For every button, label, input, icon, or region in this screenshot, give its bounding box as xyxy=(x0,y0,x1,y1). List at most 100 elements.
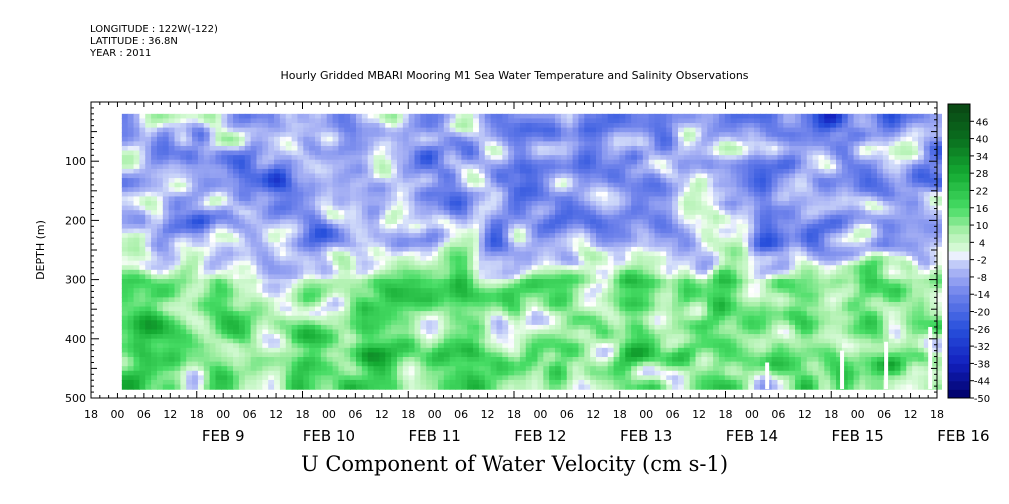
field-cell xyxy=(268,191,275,198)
field-cell xyxy=(508,375,515,381)
field-cell xyxy=(344,292,351,298)
field-cell xyxy=(309,246,316,253)
field-cell xyxy=(578,210,585,216)
field-cell xyxy=(174,256,181,262)
field-cell xyxy=(174,155,181,161)
field-cell xyxy=(203,201,211,207)
field-cell xyxy=(303,320,310,326)
field-cell xyxy=(525,256,533,262)
field-cell xyxy=(192,283,199,289)
field-cell xyxy=(461,182,468,188)
field-cell xyxy=(291,246,299,253)
field-cell xyxy=(315,265,322,271)
field-cell xyxy=(490,256,498,262)
field-cell xyxy=(291,297,299,303)
field-cell xyxy=(203,274,211,280)
field-cell xyxy=(344,320,351,326)
field-cell xyxy=(227,347,234,354)
field-cell xyxy=(537,242,544,248)
field-cell xyxy=(373,164,381,170)
field-cell xyxy=(297,306,304,312)
field-cell xyxy=(578,113,585,120)
field-cell xyxy=(174,343,181,349)
field-cell xyxy=(192,223,199,230)
field-cell xyxy=(285,329,293,335)
field-cell xyxy=(285,352,293,358)
field-cell xyxy=(209,283,217,289)
field-cell xyxy=(291,375,299,381)
field-cell xyxy=(443,210,451,216)
field-cell xyxy=(361,223,369,230)
field-cell xyxy=(396,173,404,179)
field-cell xyxy=(402,242,410,248)
field-cell xyxy=(502,343,509,349)
field-cell xyxy=(473,334,480,340)
field-cell xyxy=(133,306,140,312)
field-cell xyxy=(227,173,234,179)
field-cell xyxy=(233,118,240,124)
field-cell xyxy=(391,306,398,312)
field-cell xyxy=(338,279,345,285)
field-cell xyxy=(473,214,480,220)
field-cell xyxy=(590,233,597,239)
field-cell xyxy=(233,352,240,358)
field-cell xyxy=(590,283,597,289)
field-cell xyxy=(601,164,609,170)
field-cell xyxy=(455,201,462,207)
field-cell xyxy=(156,205,164,211)
field-cell xyxy=(531,320,539,326)
field-cell xyxy=(385,113,392,120)
field-cell xyxy=(356,187,363,193)
field-cell xyxy=(262,205,269,211)
field-cell xyxy=(291,329,299,335)
field-cell xyxy=(519,306,527,312)
field-cell xyxy=(420,242,427,248)
field-cell xyxy=(332,123,340,129)
field-cell xyxy=(455,352,462,358)
field-cell xyxy=(601,237,609,243)
field-cell xyxy=(186,246,193,253)
field-cell xyxy=(344,357,351,363)
field-cell xyxy=(174,168,181,175)
field-cell xyxy=(408,347,416,354)
field-cell xyxy=(590,375,597,381)
field-cell xyxy=(449,384,457,390)
field-cell xyxy=(420,315,427,321)
field-cell xyxy=(391,214,398,220)
field-cell xyxy=(361,205,369,211)
field-cell xyxy=(121,123,129,129)
field-cell xyxy=(461,136,468,142)
field-cell xyxy=(133,251,140,257)
field-cell xyxy=(514,155,521,161)
field-cell xyxy=(437,320,445,326)
field-cell xyxy=(238,370,246,376)
field-cell xyxy=(572,173,580,179)
field-cell xyxy=(338,384,345,390)
field-cell xyxy=(274,265,281,271)
field-cell xyxy=(408,301,416,308)
field-cell xyxy=(467,292,474,298)
field-cell xyxy=(156,127,164,133)
field-cell xyxy=(396,297,404,303)
field-cell xyxy=(315,315,322,321)
field-cell xyxy=(461,178,468,184)
field-cell xyxy=(139,256,146,262)
field-cell xyxy=(221,123,228,129)
field-cell xyxy=(391,237,398,243)
field-cell xyxy=(145,256,152,262)
field-cell xyxy=(192,145,199,152)
field-cell xyxy=(449,292,457,298)
field-cell xyxy=(549,159,556,165)
field-cell xyxy=(420,219,427,225)
field-cell xyxy=(414,187,421,193)
field-cell xyxy=(414,132,421,138)
field-cell xyxy=(238,311,246,317)
field-cell xyxy=(174,219,181,225)
field-cell xyxy=(356,127,363,133)
field-cell xyxy=(385,155,392,161)
field-cell xyxy=(315,187,322,193)
field-cell xyxy=(197,334,205,340)
field-cell xyxy=(186,173,193,179)
field-cell xyxy=(584,228,591,234)
field-cell xyxy=(121,173,129,179)
